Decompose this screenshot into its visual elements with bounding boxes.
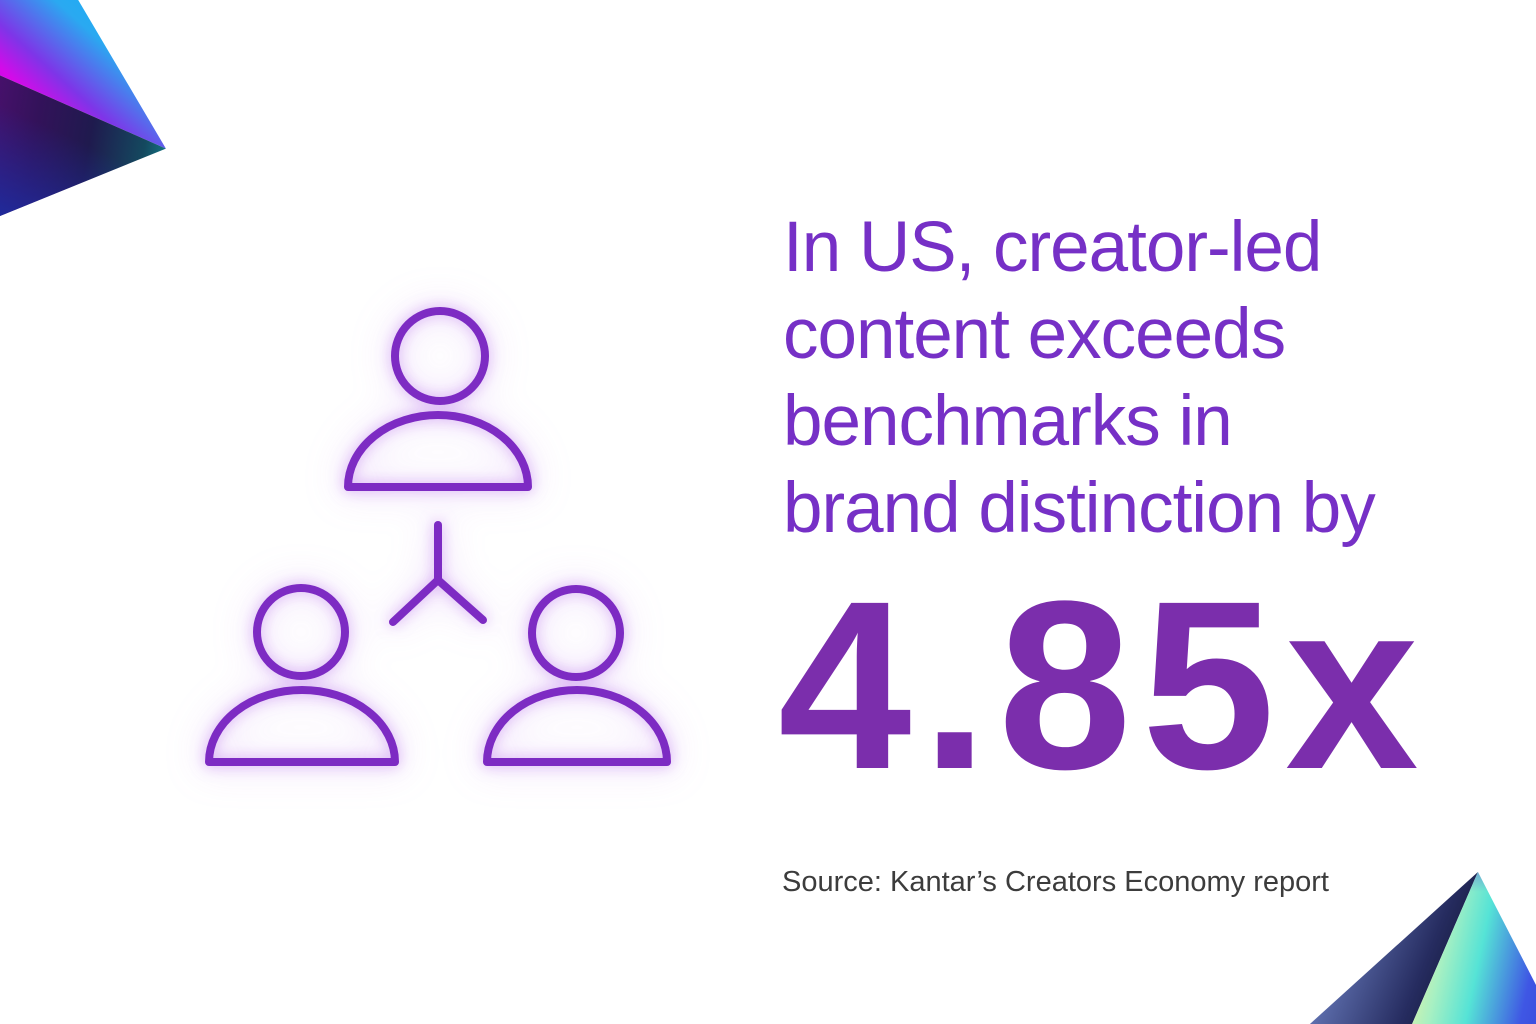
person-top-head [391, 307, 489, 405]
connector-legs [389, 576, 487, 626]
headline-line-4: brand distinction by [783, 469, 1376, 548]
stat-value: 4.85x [778, 551, 1429, 819]
person-left-head [253, 584, 349, 680]
top-left-prism-decoration [0, 0, 170, 216]
headline-line-1: In US, creator-led [783, 208, 1322, 287]
person-top-shoulders [344, 411, 532, 491]
bottom-right-pyramid-decoration [1300, 860, 1536, 1024]
source-text: Source: Kantar’s Creators Economy report [782, 866, 1329, 898]
headline-line-3: benchmarks in [783, 382, 1233, 461]
person-right-shoulders [483, 686, 671, 766]
people-network-icon [205, 307, 671, 766]
person-left-shoulders [205, 686, 399, 766]
person-right-head [528, 585, 624, 681]
headline: In US, creator-led content exceeds bench… [783, 204, 1523, 552]
headline-line-2: content exceeds [783, 295, 1286, 374]
